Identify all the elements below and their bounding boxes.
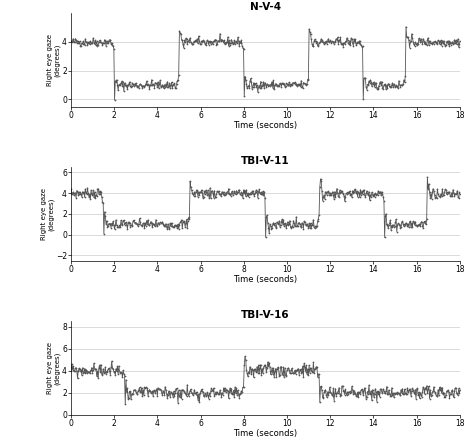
Title: N-V-4: N-V-4 xyxy=(250,3,281,12)
X-axis label: Time (seconds): Time (seconds) xyxy=(233,429,298,438)
Title: TBI-V-11: TBI-V-11 xyxy=(241,157,290,166)
X-axis label: Time (seconds): Time (seconds) xyxy=(233,121,298,130)
Y-axis label: Right eye gaze
(degrees): Right eye gaze (degrees) xyxy=(41,188,55,240)
Title: TBI-V-16: TBI-V-16 xyxy=(241,310,290,321)
Y-axis label: Right eye gaze
(degrees): Right eye gaze (degrees) xyxy=(47,34,61,86)
X-axis label: Time (seconds): Time (seconds) xyxy=(233,275,298,284)
Y-axis label: Right eye gaze
(degrees): Right eye gaze (degrees) xyxy=(47,342,61,394)
